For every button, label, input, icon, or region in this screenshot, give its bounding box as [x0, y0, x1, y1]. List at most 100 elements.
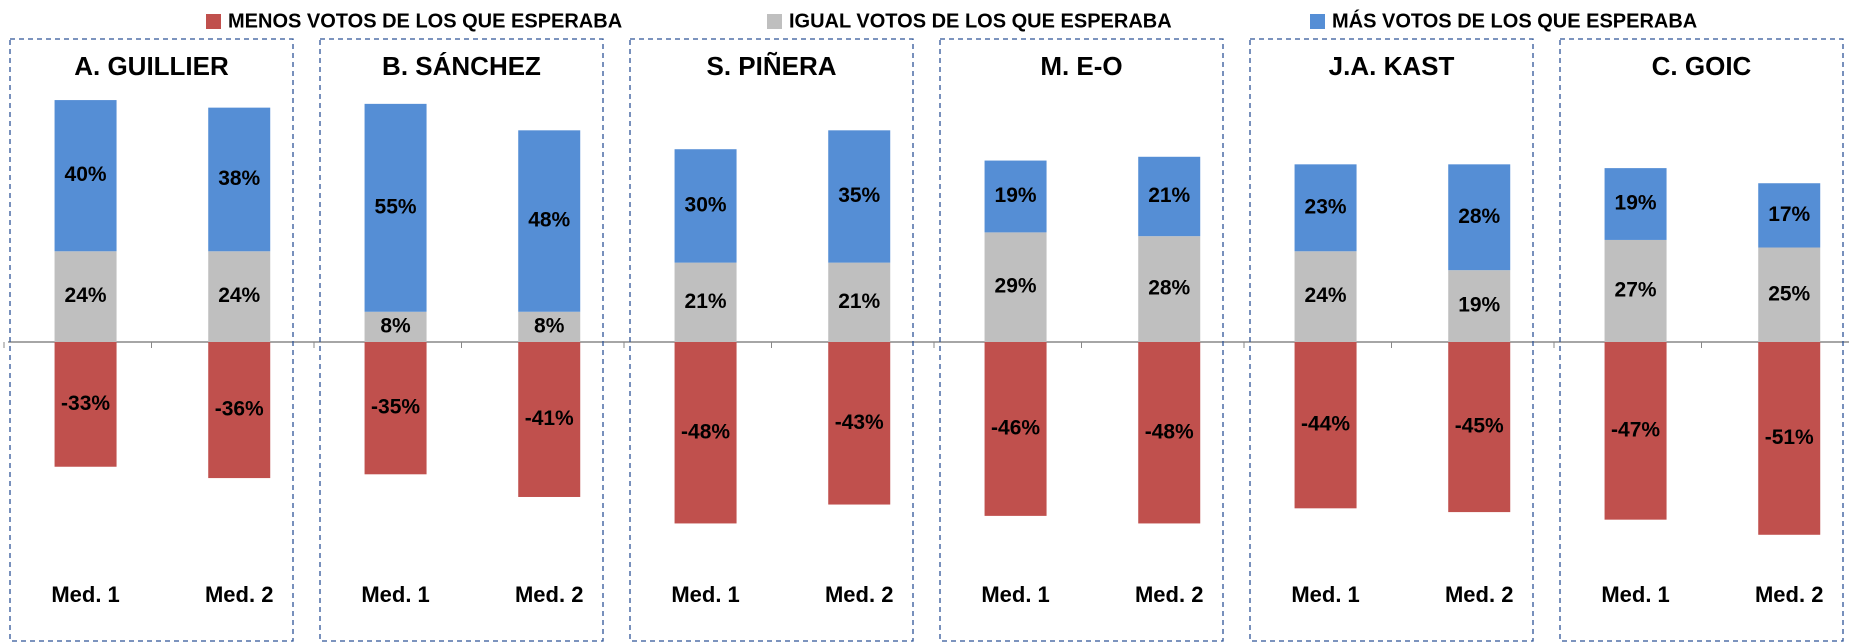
category-label: Med. 2 [205, 582, 273, 607]
data-label: 21% [1148, 184, 1190, 207]
panel-title: C. GOIC [1652, 51, 1752, 81]
data-label: -51% [1765, 426, 1814, 449]
data-label: 24% [65, 284, 107, 307]
data-label: 55% [375, 195, 417, 218]
data-label: 8% [534, 314, 565, 337]
bar-segment [828, 130, 891, 263]
category-label: Med. 1 [981, 582, 1049, 607]
data-label: 25% [1768, 282, 1810, 305]
bar-segment [364, 311, 427, 342]
data-label: -43% [835, 411, 884, 434]
panel-frame [319, 38, 604, 642]
data-label: 27% [1615, 279, 1657, 302]
bar-segment [54, 251, 117, 342]
bar-segment [1294, 251, 1357, 342]
data-label: -35% [371, 396, 420, 419]
category-label: Med. 2 [515, 582, 583, 607]
bar-segment [984, 232, 1047, 342]
bar-segment [208, 342, 271, 479]
panel-title: B. SÁNCHEZ [382, 51, 541, 81]
data-label: -36% [215, 398, 264, 421]
bar-segment [518, 342, 581, 497]
bar-segment [518, 130, 581, 312]
bar-segment [1604, 168, 1667, 240]
data-label: 38% [218, 167, 260, 190]
data-label: 29% [995, 275, 1037, 298]
bar-segment [1448, 342, 1511, 513]
bar-segment [1448, 164, 1511, 271]
data-label: 48% [528, 209, 570, 232]
bar-segment [828, 262, 891, 342]
data-label: -46% [991, 416, 1040, 439]
category-label: Med. 1 [1291, 582, 1359, 607]
bar-segment [208, 107, 271, 252]
category-label: Med. 2 [1135, 582, 1203, 607]
bar-segment [54, 342, 117, 467]
panel-title: A. GUILLIER [74, 51, 229, 81]
bar-segment [1758, 247, 1821, 342]
panel-frame [1559, 38, 1844, 642]
bar-segment [1138, 342, 1201, 524]
data-label: -45% [1455, 415, 1504, 438]
data-label: 30% [685, 193, 727, 216]
bar-segment [1138, 236, 1201, 342]
data-label: -47% [1611, 418, 1660, 441]
bar-segment [1758, 342, 1821, 535]
bar-segment [1294, 342, 1357, 509]
legend-swatch [206, 14, 221, 29]
data-label: 28% [1148, 277, 1190, 300]
category-label: Med. 2 [1755, 582, 1823, 607]
bar-segment [518, 311, 581, 342]
data-label: 21% [838, 290, 880, 313]
panel-frame [629, 38, 914, 642]
category-label: Med. 2 [825, 582, 893, 607]
data-label: -48% [681, 420, 730, 443]
bar-segment [1448, 270, 1511, 342]
bar-segment [828, 342, 891, 505]
data-label: 19% [1615, 192, 1657, 215]
category-label: Med. 1 [671, 582, 739, 607]
bar-segment [1604, 239, 1667, 342]
category-label: Med. 1 [51, 582, 119, 607]
panel-frame [939, 38, 1224, 642]
panel-title: M. E-O [1040, 51, 1122, 81]
panel-frame [1249, 38, 1534, 642]
category-label: Med. 1 [361, 582, 429, 607]
panel-title: S. PIÑERA [706, 51, 836, 81]
data-label: 24% [218, 284, 260, 307]
legend-label: MÁS VOTOS DE LOS QUE ESPERABA [1332, 9, 1697, 32]
bar-segment [1604, 342, 1667, 520]
legend-swatch [1310, 14, 1325, 29]
bar-segment [674, 149, 737, 263]
bar-segment [674, 262, 737, 342]
bar-segment [1138, 156, 1201, 237]
data-label: 24% [1305, 284, 1347, 307]
bar-segment [1758, 183, 1821, 248]
bar-segment [1294, 164, 1357, 252]
data-label: 19% [995, 184, 1037, 207]
bar-segment [208, 251, 271, 342]
data-label: 21% [685, 290, 727, 313]
data-label: -48% [1145, 420, 1194, 443]
legend-label: IGUAL VOTOS DE LOS QUE ESPERABA [789, 10, 1172, 32]
data-label: -41% [525, 407, 574, 430]
bar-segment [674, 342, 737, 524]
data-label: 28% [1458, 205, 1500, 228]
bar-segment [364, 103, 427, 312]
data-label: 40% [65, 163, 107, 186]
data-label: 35% [838, 184, 880, 207]
data-label: 19% [1458, 294, 1500, 317]
bar-segment [984, 342, 1047, 516]
panel-title: J.A. KAST [1329, 51, 1455, 81]
data-label: 17% [1768, 203, 1810, 226]
data-label: 8% [380, 314, 411, 337]
category-label: Med. 2 [1445, 582, 1513, 607]
data-label: 23% [1305, 195, 1347, 218]
category-label: Med. 1 [1601, 582, 1669, 607]
bar-segment [984, 160, 1047, 233]
bar-segment [364, 342, 427, 475]
legend-swatch [767, 14, 782, 29]
panel-frame [9, 38, 294, 642]
